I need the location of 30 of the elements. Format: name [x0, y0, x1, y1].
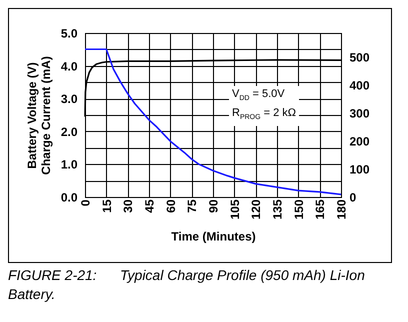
y2-tick-label: 100 [350, 162, 370, 176]
annotation: V$_{DD}$ = 5.0V [232, 88, 285, 102]
text: FIGURE 2-21: Typical Charge Profile (950 mAh) Li-Ion Battery. [8, 266, 366, 304]
x-axis-title: Time (Minutes) [171, 230, 256, 244]
x-tick-label: 60 [164, 199, 178, 213]
y-tick-label: 1.0 [60, 158, 78, 172]
y-tick-label: 0.0 [60, 190, 78, 204]
x-tick-label: 30 [121, 199, 136, 213]
y2-tick-label: 300 [350, 106, 370, 120]
y-tick-label: 4.0 [60, 59, 78, 74]
x-tick-label: 135 [270, 199, 284, 220]
y2-tick-label: 0 [350, 190, 356, 204]
x-tick-label: 75 [185, 199, 200, 213]
y2-tick-label: 400 [350, 78, 370, 92]
y-tick-label: 2.0 [60, 124, 78, 139]
x-tick-label: 15 [100, 199, 114, 213]
x-tick-label: 180 [334, 199, 348, 220]
annotation: R$_{PROG}$ = 2 kΩ [232, 107, 296, 122]
y2-tick-label: 500 [350, 50, 370, 64]
x-tick-label: 120 [249, 199, 264, 220]
y-tick-label: 5.0 [60, 26, 78, 40]
x-tick-label: 45 [142, 199, 156, 213]
x-tick-label: 0 [78, 199, 92, 206]
x-tick-label: 165 [313, 199, 328, 220]
x-tick-label: 105 [228, 199, 242, 220]
y2-tick-label: 200 [350, 134, 370, 148]
y-tick-label: 3.0 [60, 92, 78, 106]
x-tick-label: 90 [206, 199, 220, 213]
y-axis-title: Battery Voltage (V) Charge Current (mA) [24, 56, 53, 175]
x-tick-label: 150 [292, 199, 306, 220]
